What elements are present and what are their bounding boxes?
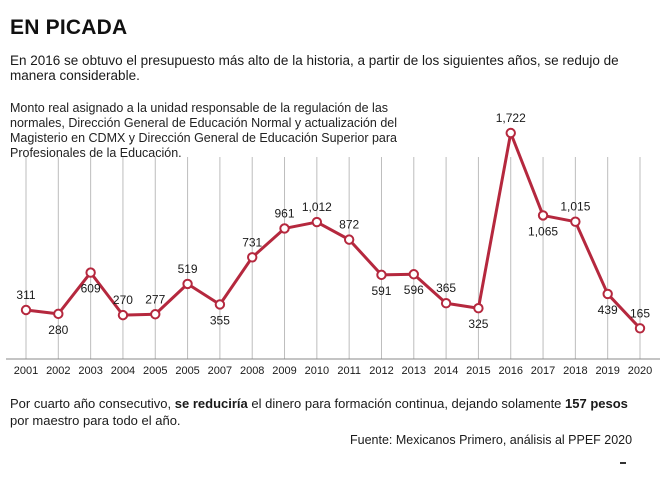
data-point [20,304,32,316]
x-tick-label: 2012 [369,365,393,377]
footnote-highlight: se reduciría [174,396,248,411]
data-point [247,252,258,263]
data-point [214,299,226,310]
data-labels: 311 280 609 270 277 519 355 731 961 1,012 872 591 59… [16,111,650,337]
chart-subtitle: En 2016 se obtuvo el presupuesto más alt… [10,53,619,83]
data-point [473,303,484,314]
chart-description: Monto real asignado a la unidad responsa… [10,101,397,160]
data-label: 365 [436,281,456,295]
x-tick-label: 2008 [240,365,264,377]
data-point [182,278,193,290]
x-tick-label: 2017 [531,365,555,377]
x-tick-label: 2005 [143,365,167,377]
footnote: Por cuarto año consecutivo, se reduciría… [10,395,650,429]
data-label: 519 [178,262,198,276]
x-tick-label: 2007 [208,365,232,377]
x-tick-label: 2005 [175,365,199,377]
data-label: 325 [468,317,488,331]
chart-title: EN PICADA [10,16,128,39]
x-axis: 2001 2002 2003 2004 2005 2005 2007 2008 2009 2010… [6,358,660,377]
footnote-text: por maestro para todo el año. [10,413,181,428]
data-point [150,309,161,320]
data-point [440,298,452,309]
x-tick-label: 2020 [628,365,652,377]
data-label: 355 [210,313,230,327]
data-label: 439 [598,303,618,317]
data-label: 731 [242,235,262,249]
x-tick-label: 2011 [337,365,361,377]
x-tick-label: 2002 [46,365,70,377]
data-label: 311 [16,288,35,302]
x-tick-label: 2015 [466,365,490,377]
data-label: 1,015 [560,200,590,214]
data-label: 270 [113,293,133,307]
data-point [53,308,64,320]
data-label: 609 [81,282,101,296]
x-tick-label: 2019 [595,365,619,377]
x-tick-label: 2016 [498,365,522,377]
line-chart: 311 280 609 270 277 519 355 731 961 1,012 872 591 59… [6,111,660,377]
footnote-highlight: 157 pesos [565,396,628,411]
source-credit: Fuente: Mexicanos Primero, análisis al P… [350,433,633,447]
data-point [343,234,355,245]
x-tick-label: 2018 [563,365,587,377]
x-tick-label: 2009 [272,365,296,377]
data-label: 1,722 [496,111,526,125]
data-label: 165 [630,306,650,320]
series-line [25,131,642,330]
data-point [602,288,613,300]
data-point [311,216,323,228]
gridlines [25,157,641,359]
data-point [279,223,290,234]
series-line-path [25,131,642,330]
x-tick-label: 2013 [402,365,426,377]
data-label: 1,012 [302,200,332,214]
data-label: 1,065 [528,224,558,238]
data-points [20,127,646,334]
x-tick-label: 2003 [78,365,102,377]
data-point [376,269,387,281]
data-point [408,269,419,280]
data-point [505,127,516,139]
decorative-mark [620,462,626,464]
footnote-text: el dinero para formación continua, dejan… [247,396,566,411]
data-label: 277 [145,292,165,306]
data-label: 961 [275,206,295,220]
data-label: 596 [404,283,424,297]
data-point [85,267,96,278]
data-point [117,309,129,321]
data-label: 280 [48,323,68,337]
data-point [537,210,549,221]
x-tick-label: 2014 [434,365,458,377]
data-label: 872 [339,218,359,232]
x-tick-label: 2004 [111,365,135,377]
x-tick-label: 2010 [305,365,329,377]
data-label: 591 [371,284,391,298]
data-point [570,216,581,227]
x-tick-label: 2001 [14,365,38,377]
footnote-text: Por cuarto año consecutivo, [10,396,175,411]
data-point [634,323,646,334]
